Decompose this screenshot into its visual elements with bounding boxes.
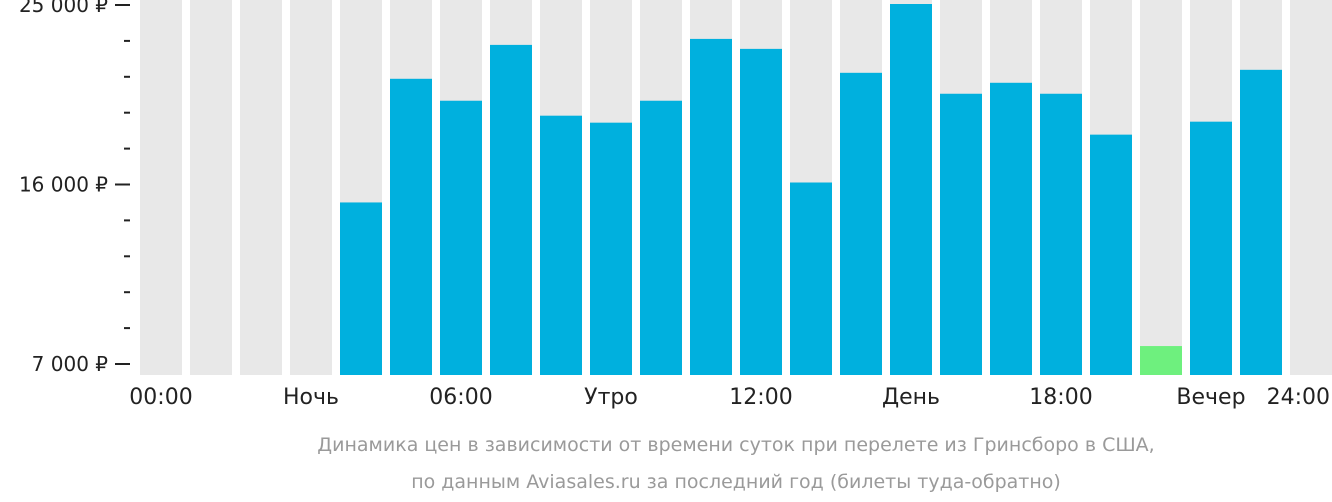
x-tick-label: Вечер [1176, 385, 1245, 410]
bar[interactable] [840, 72, 882, 376]
background-column [1290, 0, 1332, 375]
background-columns [140, 0, 1332, 375]
background-column [140, 0, 182, 375]
bar[interactable] [940, 93, 982, 375]
bar[interactable] [1090, 134, 1132, 375]
x-tick-label: 24:00 [1267, 385, 1330, 410]
x-tick-label: 06:00 [429, 385, 492, 410]
bar[interactable] [740, 48, 782, 375]
x-tick-label: 12:00 [729, 385, 792, 410]
bar[interactable] [490, 44, 532, 376]
x-tick-label: 18:00 [1029, 385, 1092, 410]
y-tick-label: 25 000 ₽ [19, 0, 108, 17]
bar[interactable] [690, 38, 732, 376]
y-tick-label: 7 000 ₽ [32, 352, 109, 376]
background-column [190, 0, 232, 375]
x-tick-label: День [882, 385, 940, 410]
bars [340, 4, 1282, 376]
y-axis: 7 000 ₽ 16 000 ₽ 25 000 ₽ [19, 0, 130, 376]
x-tick-label: 00:00 [129, 385, 192, 410]
bar[interactable] [390, 78, 432, 376]
background-column [290, 0, 332, 375]
bar[interactable] [590, 122, 632, 375]
bar[interactable] [440, 100, 482, 375]
bar[interactable] [1240, 69, 1282, 375]
bar[interactable] [640, 100, 682, 375]
bar[interactable] [1190, 121, 1232, 375]
caption-line-1: Динамика цен в зависимости от времени су… [317, 434, 1154, 456]
bar-cheapest[interactable] [1140, 346, 1182, 375]
y-tick-label: 16 000 ₽ [19, 173, 108, 197]
chart-caption: Динамика цен в зависимости от времени су… [317, 434, 1154, 493]
bar[interactable] [890, 4, 932, 376]
bar[interactable] [540, 115, 582, 376]
x-tick-label: Утро [584, 385, 638, 410]
bar[interactable] [1040, 93, 1082, 375]
x-tick-label: Ночь [283, 385, 339, 410]
bar[interactable] [990, 82, 1032, 376]
bar[interactable] [790, 182, 832, 375]
background-column [1140, 0, 1182, 375]
bar[interactable] [340, 202, 382, 375]
caption-line-2: по данным Aviasales.ru за последний год … [411, 471, 1061, 493]
background-column [240, 0, 282, 375]
x-axis: 00:00 Ночь 06:00 Утро 12:00 День 18:00 Вечер 24:… [129, 385, 1330, 410]
